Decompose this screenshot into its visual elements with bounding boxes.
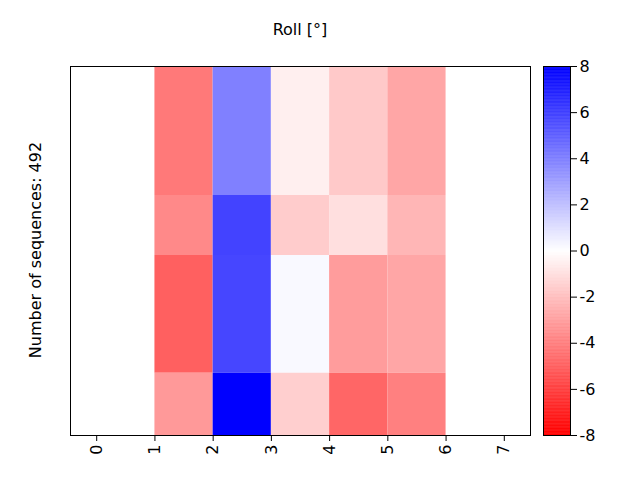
svg-text:1: 1 xyxy=(145,445,164,455)
svg-text:-4: -4 xyxy=(580,333,596,352)
svg-text:4: 4 xyxy=(320,445,339,455)
svg-text:2: 2 xyxy=(580,195,590,214)
html-text:Number of sequences: 492: Number of sequences: 492 xyxy=(25,141,45,359)
svg-text:-8: -8 xyxy=(580,426,596,445)
svg-text:0: 0 xyxy=(580,241,590,260)
html-text:Roll [°]: Roll [°] xyxy=(272,20,328,39)
svg-text:6: 6 xyxy=(436,445,455,455)
svg-text:2: 2 xyxy=(203,445,222,455)
svg-text:-2: -2 xyxy=(580,287,596,306)
svg-text:0: 0 xyxy=(87,445,106,455)
svg-text:3: 3 xyxy=(262,445,281,455)
svg-text:6: 6 xyxy=(580,103,590,122)
svg-text:5: 5 xyxy=(378,445,397,455)
svg-text:4: 4 xyxy=(580,149,590,168)
svg-text:8: 8 xyxy=(580,57,590,76)
svg-text:7: 7 xyxy=(494,445,513,455)
svg-text:-6: -6 xyxy=(580,379,596,398)
